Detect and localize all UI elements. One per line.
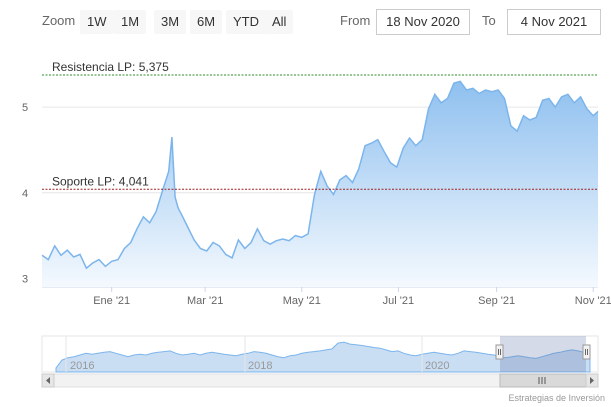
plot-line-label: Soporte LP: 4,041 — [52, 174, 149, 188]
navigator: 2016 2018 2020 — [41, 335, 599, 373]
x-tick-label: May '21 — [283, 295, 321, 307]
navigator-left-handle[interactable] — [495, 344, 504, 360]
x-tick-label: Nov '21 — [575, 295, 611, 307]
zoom-button-1w[interactable]: 1W — [80, 10, 114, 34]
plot-line-label: Resistencia LP: 5,375 — [52, 60, 169, 74]
zoom-button-ytd[interactable]: YTD — [226, 10, 266, 34]
y-axis: 3 4 5 — [22, 102, 28, 285]
zoom-button-6m[interactable]: 6M — [190, 10, 223, 34]
x-tick-label: Ene '21 — [93, 295, 130, 307]
zoom-button-1m[interactable]: 1M — [114, 10, 147, 34]
navigator-selection[interactable] — [500, 336, 586, 372]
y-tick-label: 3 — [22, 273, 28, 285]
arrow-left-icon — [46, 377, 50, 384]
y-tick-label: 5 — [22, 102, 28, 114]
x-tick-label: Sep '21 — [478, 295, 515, 307]
series-line — [41, 80, 599, 270]
zoom-label: Zoom — [42, 13, 76, 28]
zoom-button-3m[interactable]: 3M — [154, 10, 187, 34]
series-area — [42, 81, 598, 288]
navigator-area — [55, 341, 591, 373]
navigator-tick-2020: 2020 — [425, 360, 449, 372]
zoom-button-all[interactable]: All — [265, 10, 294, 34]
credit-text[interactable]: Estrategias de Inversión — [508, 393, 605, 403]
plot-lines: Resistencia LP: 5,375 Soporte LP: 4,041 — [42, 60, 598, 190]
x-tick-label: Jul '21 — [383, 295, 414, 307]
scrollbar[interactable] — [41, 373, 599, 388]
x-tick-label: Mar '21 — [187, 295, 223, 307]
scrollbar-thumb[interactable] — [499, 373, 587, 388]
navigator-tick-2016: 2016 — [70, 360, 94, 372]
y-tick-label: 4 — [22, 188, 28, 200]
x-axis: Ene '21 Mar '21 May '21 Jul '21 Sep '21 Nov '… — [93, 287, 611, 307]
arrow-right-icon — [590, 377, 594, 384]
from-date-input[interactable]: 18 Nov 2020 — [376, 9, 470, 35]
to-date-input[interactable]: 4 Nov 2021 — [507, 9, 601, 35]
from-label: From — [340, 13, 371, 28]
navigator-tick-2018: 2018 — [248, 360, 272, 372]
to-label: To — [482, 13, 496, 28]
navigator-right-handle[interactable] — [582, 344, 591, 360]
